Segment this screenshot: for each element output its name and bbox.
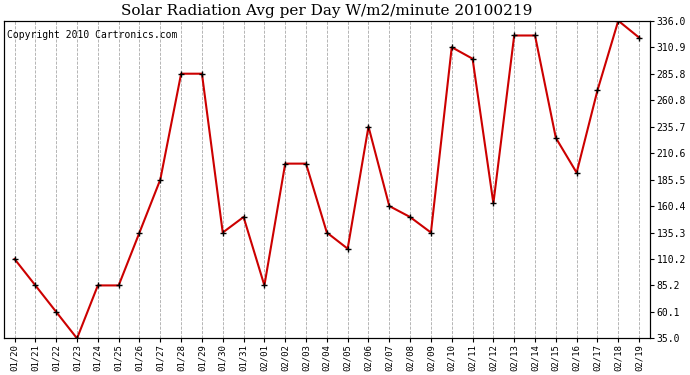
Text: Copyright 2010 Cartronics.com: Copyright 2010 Cartronics.com (8, 30, 178, 40)
Title: Solar Radiation Avg per Day W/m2/minute 20100219: Solar Radiation Avg per Day W/m2/minute … (121, 4, 533, 18)
